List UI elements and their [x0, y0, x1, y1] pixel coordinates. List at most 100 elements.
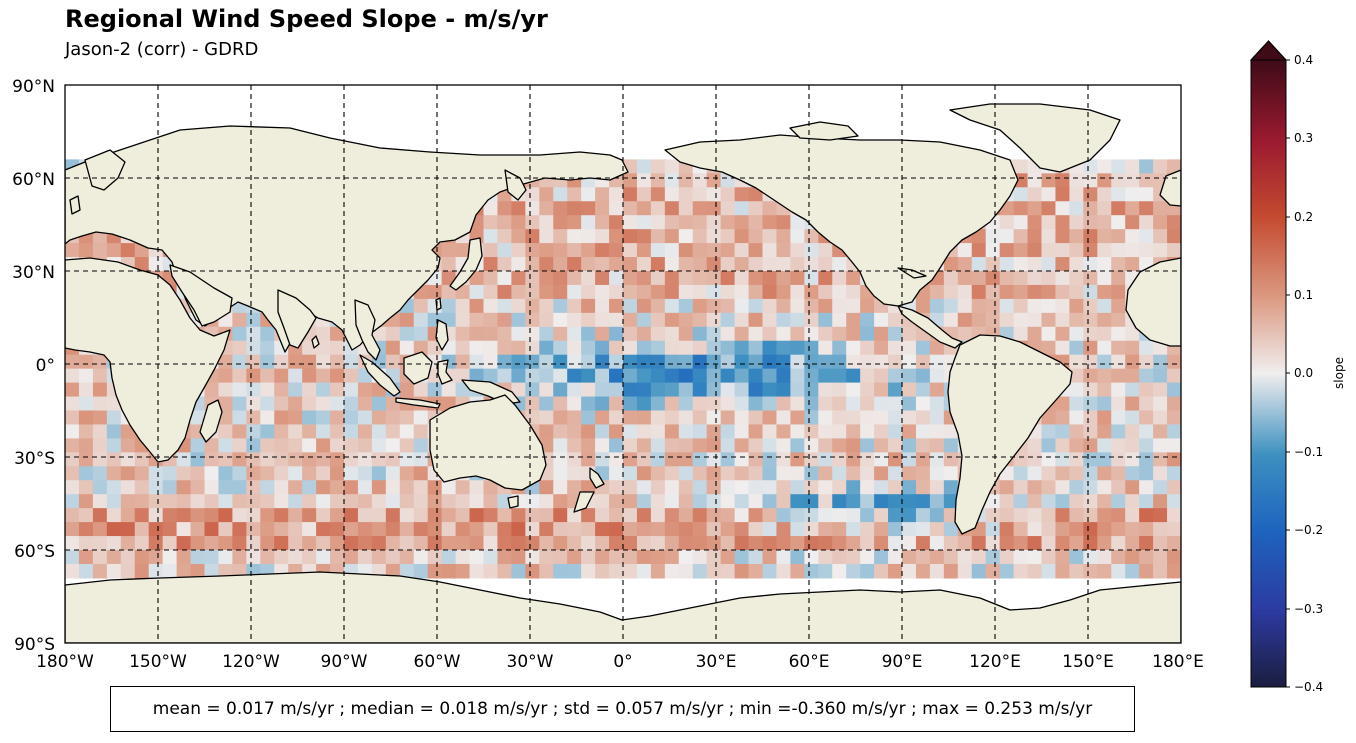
- slope-cell: [650, 215, 666, 230]
- slope-cell: [553, 508, 568, 523]
- slope-cell: [497, 215, 512, 230]
- slope-cell: [65, 494, 80, 509]
- slope-cell: [860, 522, 875, 537]
- slope-cell: [190, 410, 206, 426]
- slope-cell: [357, 508, 373, 523]
- slope-cell: [260, 368, 275, 384]
- slope-cell: [832, 396, 847, 412]
- slope-cell: [1083, 480, 1098, 495]
- slope-cell: [1097, 466, 1112, 481]
- slope-cell: [734, 452, 750, 467]
- slope-cell: [874, 326, 889, 342]
- slope-cell: [1111, 201, 1126, 216]
- slope-cell: [957, 257, 973, 272]
- slope-cell: [260, 466, 275, 481]
- slope-cell: [525, 508, 540, 523]
- slope-cell: [999, 284, 1015, 300]
- slope-cell: [678, 368, 694, 384]
- slope-cell: [511, 340, 526, 356]
- slope-cell: [692, 312, 708, 328]
- slope-cell: [1027, 298, 1043, 314]
- slope-cell: [623, 312, 638, 328]
- slope-cell: [1153, 494, 1168, 509]
- slope-cell: [1125, 201, 1140, 216]
- slope-cell: [734, 480, 750, 495]
- slope-cell: [497, 201, 512, 216]
- slope-cell: [441, 508, 457, 523]
- slope-cell: [706, 201, 722, 216]
- india: [277, 289, 317, 349]
- slope-cell: [316, 466, 331, 481]
- slope-cell: [218, 480, 233, 495]
- slope-cell: [929, 368, 945, 384]
- slope-cell: [678, 480, 694, 495]
- slope-cell: [553, 410, 568, 426]
- slope-cell: [1153, 563, 1168, 579]
- slope-cell: [664, 201, 680, 216]
- slope-cell: [344, 396, 359, 412]
- slope-cell: [720, 257, 736, 272]
- slope-cell: [525, 368, 540, 384]
- slope-cell: [623, 173, 638, 188]
- slope-cell: [595, 215, 610, 230]
- slope-cell: [1167, 480, 1181, 495]
- slope-cell: [692, 536, 708, 551]
- slope-cell: [832, 522, 847, 537]
- slope-cell: [441, 257, 457, 272]
- slope-cell: [330, 326, 345, 342]
- slope-cell: [316, 438, 331, 453]
- slope-cell: [678, 257, 694, 272]
- slope-cell: [204, 494, 220, 509]
- slope-cell: [1111, 563, 1126, 579]
- slope-cell: [678, 494, 694, 509]
- slope-cell: [65, 410, 80, 426]
- slope-cell: [1167, 215, 1181, 230]
- slope-cell: [678, 298, 694, 314]
- slope-cell: [1097, 243, 1112, 258]
- slope-cell: [344, 494, 359, 509]
- slope-cell: [567, 466, 582, 481]
- slope-cell: [162, 563, 178, 579]
- slope-cell: [553, 438, 568, 453]
- slope-cell: [762, 466, 778, 481]
- slope-cell: [706, 466, 722, 481]
- slope-cell: [929, 563, 945, 579]
- slope-cell: [357, 480, 373, 495]
- slope-cell: [1013, 215, 1029, 230]
- slope-cell: [623, 424, 638, 439]
- slope-cell: [1097, 396, 1112, 412]
- slope-cell: [650, 508, 666, 523]
- slope-cell: [511, 382, 526, 398]
- slope-cell: [818, 257, 833, 272]
- slope-cell: [567, 312, 582, 328]
- slope-cell: [971, 298, 987, 314]
- slope-cell: [260, 424, 275, 439]
- slope-cell: [120, 480, 136, 495]
- slope-cell: [1153, 466, 1168, 481]
- slope-cell: [330, 494, 345, 509]
- slope-cell: [399, 438, 415, 453]
- slope-cell: [762, 229, 778, 244]
- slope-cell: [832, 466, 847, 481]
- slope-cell: [664, 229, 680, 244]
- slope-cell: [581, 284, 596, 300]
- slope-cell: [567, 368, 582, 384]
- slope-cell: [720, 522, 736, 537]
- slope-cell: [748, 340, 764, 356]
- slope-cell: [525, 257, 540, 272]
- slope-cell: [915, 354, 931, 370]
- slope-cell: [818, 340, 833, 356]
- slope-cell: [260, 438, 275, 453]
- y-tick-label: 30°N: [12, 263, 55, 283]
- slope-cell: [288, 494, 303, 509]
- slope-cell: [511, 312, 526, 328]
- chart-subtitle: Jason-2 (corr) - GDRD: [65, 39, 259, 60]
- slope-cell: [943, 452, 959, 467]
- slope-cell: [581, 326, 596, 342]
- slope-cell: [664, 452, 680, 467]
- java: [395, 397, 441, 409]
- slope-cell: [469, 563, 485, 579]
- slope-cell: [371, 522, 387, 537]
- slope-cell: [204, 466, 220, 481]
- slope-cell: [999, 536, 1015, 551]
